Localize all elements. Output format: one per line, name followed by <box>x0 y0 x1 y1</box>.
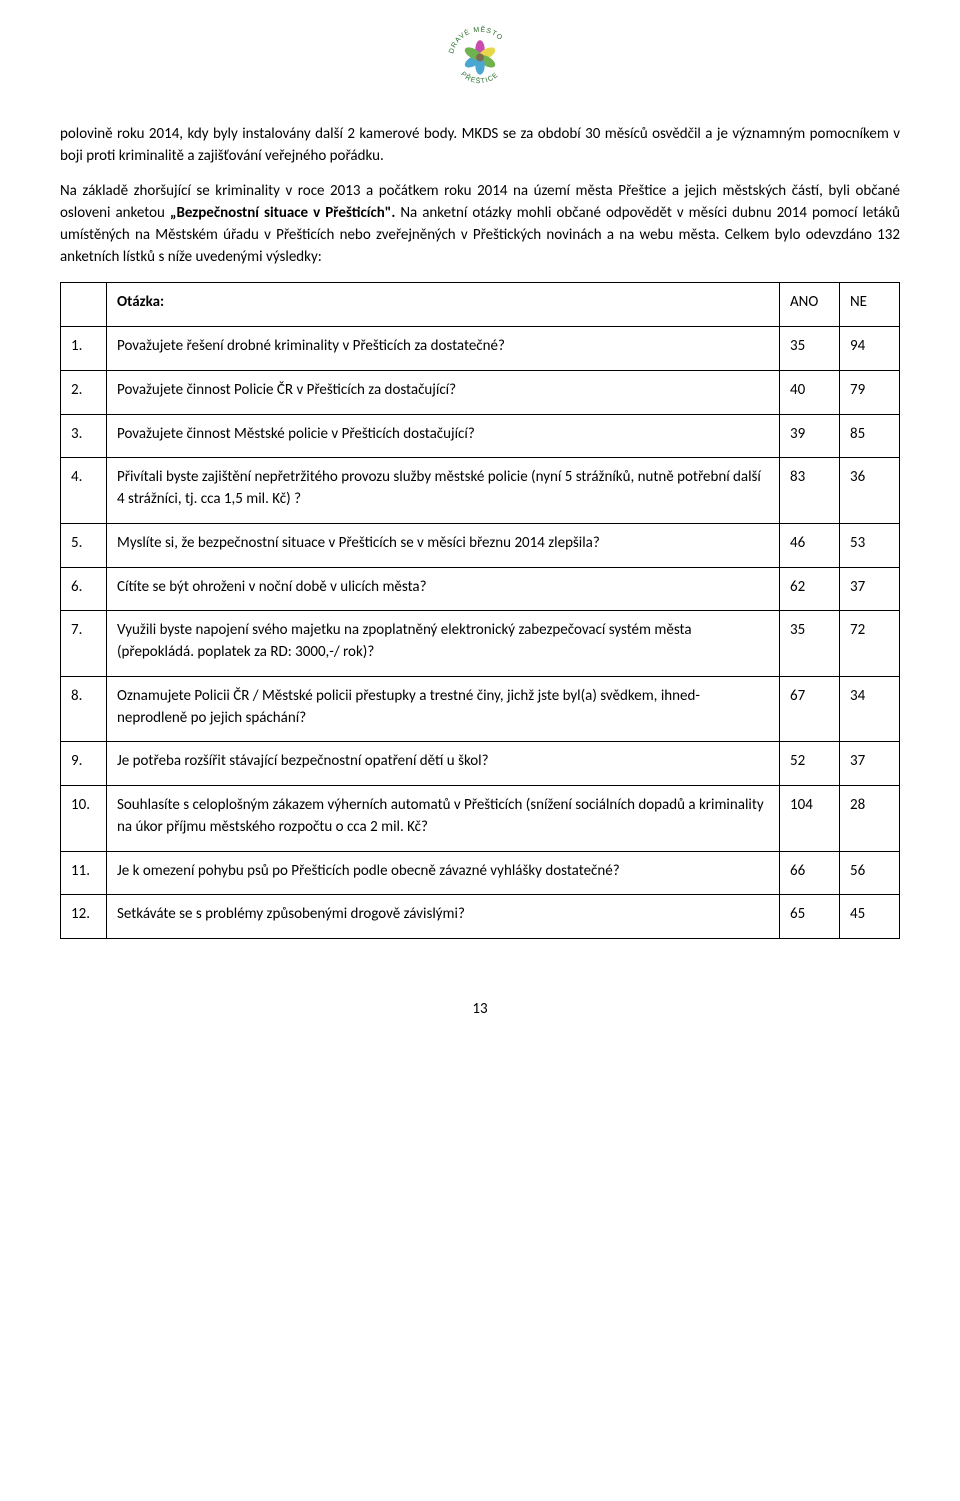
table-row: 6.Cítíte se být ohroženi v noční době v … <box>61 567 900 611</box>
row-num: 2. <box>61 370 107 414</box>
row-question: Je k omezení pohybu psů po Přešticích po… <box>107 851 780 895</box>
row-num: 3. <box>61 414 107 458</box>
row-no: 28 <box>840 786 900 852</box>
row-yes: 66 <box>780 851 840 895</box>
table-row: 11.Je k omezení pohybu psů po Přešticích… <box>61 851 900 895</box>
row-no: 34 <box>840 676 900 742</box>
row-no: 36 <box>840 458 900 524</box>
row-yes: 52 <box>780 742 840 786</box>
row-question: Považujete řešení drobné kriminality v P… <box>107 327 780 371</box>
table-header-num <box>61 283 107 327</box>
row-yes: 104 <box>780 786 840 852</box>
survey-table: Otázka:ANONE1.Považujete řešení drobné k… <box>60 282 900 939</box>
row-num: 4. <box>61 458 107 524</box>
row-question: Setkáváte se s problémy způsobenými drog… <box>107 895 780 939</box>
row-yes: 39 <box>780 414 840 458</box>
paragraph-1: polovině roku 2014, kdy byly instalovány… <box>60 124 900 168</box>
row-num: 10. <box>61 786 107 852</box>
city-emblem-icon: DRAVÉ MĚSTO PŘEŠTICE <box>441 20 519 98</box>
row-num: 1. <box>61 327 107 371</box>
row-question: Je potřeba rozšířit stávající bezpečnost… <box>107 742 780 786</box>
row-question: Oznamujete Policii ČR / Městské policii … <box>107 676 780 742</box>
row-num: 5. <box>61 523 107 567</box>
row-yes: 35 <box>780 611 840 677</box>
row-yes: 46 <box>780 523 840 567</box>
page-number: 13 <box>60 999 900 1021</box>
row-no: 94 <box>840 327 900 371</box>
table-row: 3.Považujete činnost Městské policie v P… <box>61 414 900 458</box>
row-yes: 65 <box>780 895 840 939</box>
row-question: Cítíte se být ohroženi v noční době v ul… <box>107 567 780 611</box>
row-no: 45 <box>840 895 900 939</box>
row-num: 7. <box>61 611 107 677</box>
row-no: 37 <box>840 567 900 611</box>
row-question: Souhlasíte s celoplošným zákazem výherní… <box>107 786 780 852</box>
table-row: 2.Považujete činnost Policie ČR v Přešti… <box>61 370 900 414</box>
row-question: Přivítali byste zajištění nepřetržitého … <box>107 458 780 524</box>
table-header-question: Otázka: <box>107 283 780 327</box>
row-yes: 83 <box>780 458 840 524</box>
table-row: 1.Považujete řešení drobné kriminality v… <box>61 327 900 371</box>
row-yes: 67 <box>780 676 840 742</box>
table-header-yes: ANO <box>780 283 840 327</box>
row-question: Považujete činnost Policie ČR v Přešticí… <box>107 370 780 414</box>
row-yes: 35 <box>780 327 840 371</box>
row-no: 72 <box>840 611 900 677</box>
table-row: 4.Přivítali byste zajištění nepřetržitéh… <box>61 458 900 524</box>
table-row: 8.Oznamujete Policii ČR / Městské polici… <box>61 676 900 742</box>
row-num: 6. <box>61 567 107 611</box>
table-row: 12.Setkáváte se s problémy způsobenými d… <box>61 895 900 939</box>
table-row: 10.Souhlasíte s celoplošným zákazem výhe… <box>61 786 900 852</box>
row-num: 11. <box>61 851 107 895</box>
row-question: Využili byste napojení svého majetku na … <box>107 611 780 677</box>
table-row: 9.Je potřeba rozšířit stávající bezpečno… <box>61 742 900 786</box>
row-no: 85 <box>840 414 900 458</box>
row-no: 56 <box>840 851 900 895</box>
row-num: 12. <box>61 895 107 939</box>
row-yes: 40 <box>780 370 840 414</box>
header-logo: DRAVÉ MĚSTO PŘEŠTICE <box>60 20 900 106</box>
row-no: 37 <box>840 742 900 786</box>
row-yes: 62 <box>780 567 840 611</box>
row-question: Myslíte si, že bezpečnostní situace v Př… <box>107 523 780 567</box>
table-row: 7.Využili byste napojení svého majetku n… <box>61 611 900 677</box>
row-num: 8. <box>61 676 107 742</box>
row-no: 79 <box>840 370 900 414</box>
paragraph-2: Na základě zhoršující se kriminality v r… <box>60 181 900 268</box>
table-row: 5.Myslíte si, že bezpečnostní situace v … <box>61 523 900 567</box>
survey-title-bold: „Bezpečnostní situace v Přešticích". <box>170 204 395 222</box>
row-num: 9. <box>61 742 107 786</box>
row-question: Považujete činnost Městské policie v Pře… <box>107 414 780 458</box>
table-header-no: NE <box>840 283 900 327</box>
row-no: 53 <box>840 523 900 567</box>
